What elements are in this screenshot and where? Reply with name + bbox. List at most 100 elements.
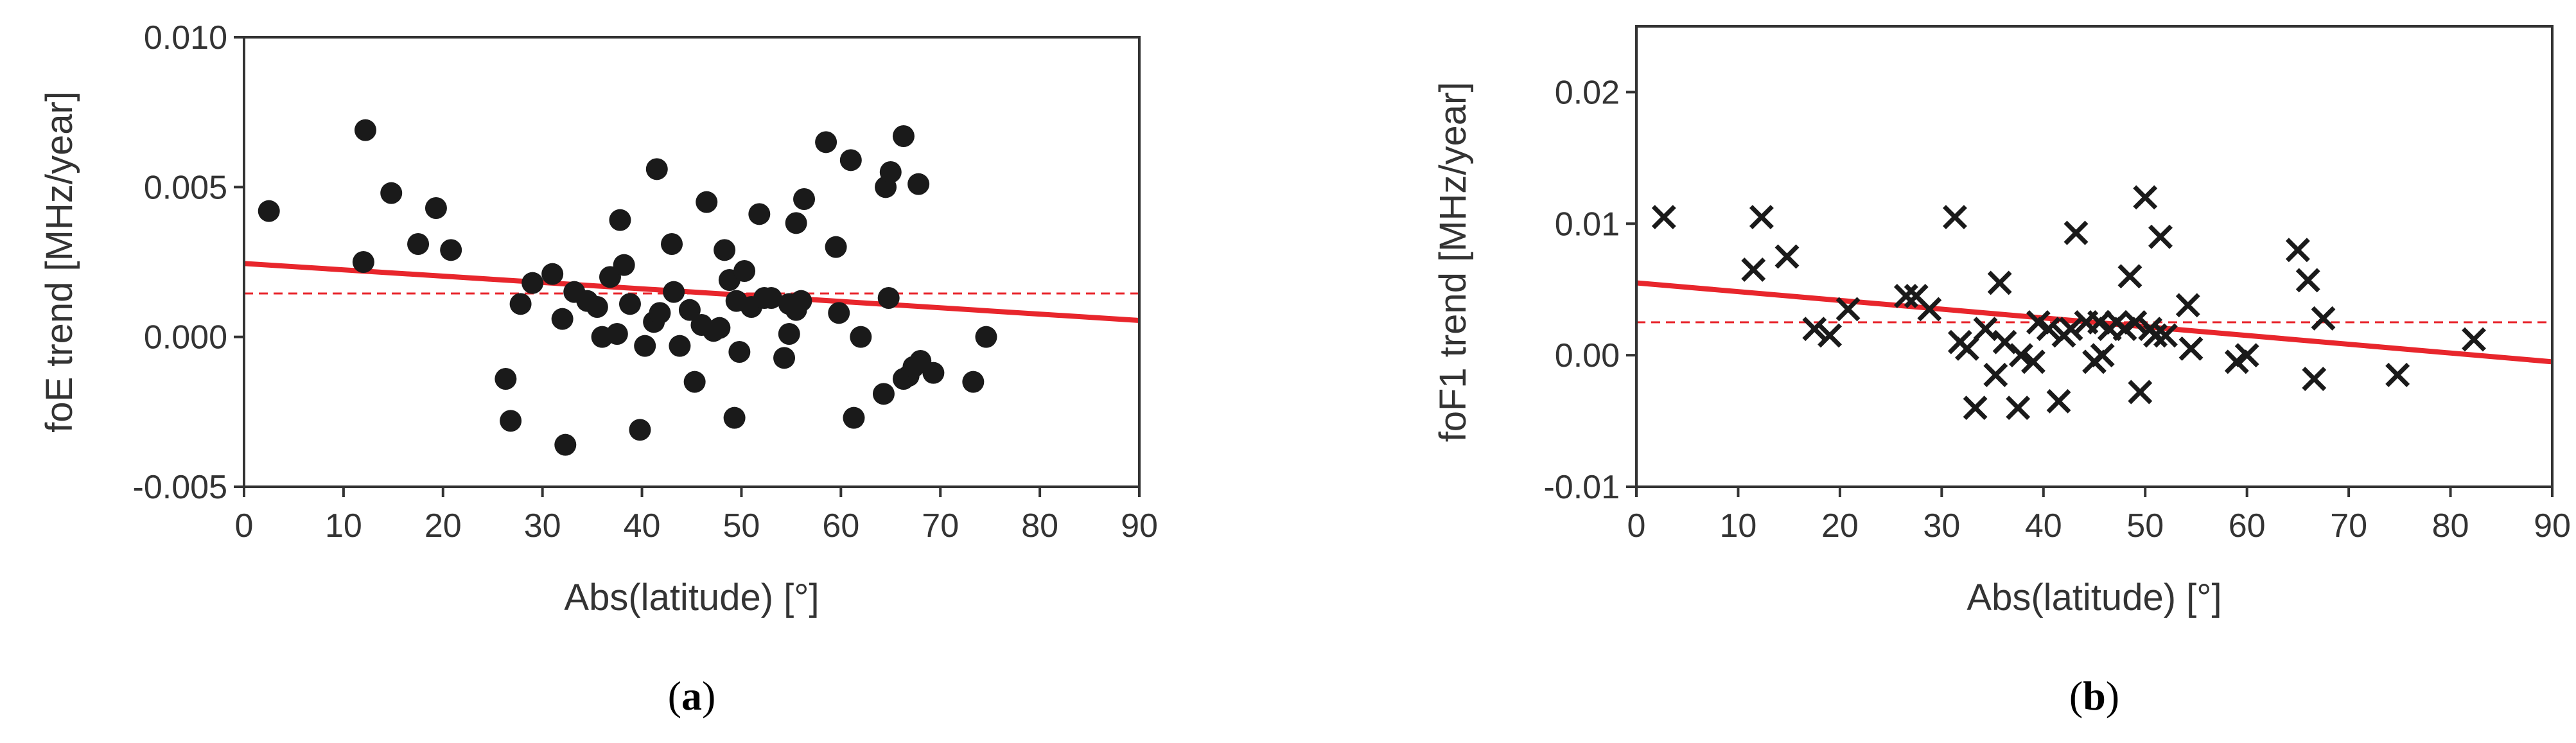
panel-b-data-point	[2090, 343, 2115, 368]
panel-b-x-tick-label: 60	[2229, 507, 2266, 545]
panel-b-x-tick-label: 40	[2025, 507, 2062, 545]
panel-b-data-point	[1983, 362, 2008, 387]
panel-b-data-point	[1963, 396, 1988, 421]
panel-b-x-tick-label: 70	[2330, 507, 2367, 545]
panel-a-data-point	[877, 287, 900, 309]
panel-a-data-point	[975, 326, 997, 348]
panel-a-y-axis-label: foE trend [MHz/year]	[39, 91, 80, 433]
panel-a-data-point	[495, 368, 517, 390]
panel-a-data-point	[634, 335, 656, 357]
panel-b-data-point	[1802, 317, 1827, 342]
panel-a-data-point	[790, 290, 812, 312]
panel-a-data-point	[839, 149, 862, 171]
panel-a-data-point	[509, 293, 532, 315]
panel-a-y-tick-label: -0.005	[133, 469, 227, 506]
panel-a-data-point	[773, 347, 796, 369]
panel-a-data-point	[629, 419, 651, 441]
panel-a-data-point	[907, 173, 930, 195]
panel-b-data-point	[2148, 224, 2173, 249]
panel-a-data-point	[354, 119, 376, 141]
panel-b-x-tick-label: 10	[1720, 507, 1757, 545]
panel-a-data-point	[613, 254, 635, 276]
panel-a-data-point	[521, 272, 544, 294]
panel-a-x-tick-label: 10	[325, 507, 362, 545]
panel-a-data-point	[649, 302, 671, 324]
panel-b-caption-letter: b	[2083, 673, 2106, 719]
panel-a-data-point	[352, 251, 374, 273]
panel-a-x-tick-label: 20	[425, 507, 462, 545]
panel-a-data-point	[728, 341, 751, 363]
panel-b-data-point	[2123, 310, 2148, 335]
panel-a-data-point	[748, 203, 771, 225]
panel-a-data-point	[962, 371, 985, 393]
panel-a-x-tick-label: 70	[922, 507, 959, 545]
panel-b-data-point	[1749, 205, 1774, 229]
panel-b-x-tick-label: 90	[2534, 507, 2571, 545]
panel-a-data-point	[714, 239, 736, 261]
panel-a-data-point	[661, 233, 683, 255]
panel-b-data-point	[2008, 343, 2033, 368]
panel-b-x-axis-label: Abs(latitude) [°]	[1967, 577, 2221, 618]
panel-b-x-tick-label: 30	[1923, 507, 1960, 545]
panel-b-plot-frame	[1635, 25, 2554, 488]
panel-b-data-point	[2112, 317, 2137, 342]
panel-a-data-point	[850, 326, 872, 348]
panel-a-data-point	[678, 299, 701, 321]
panel-b-data-point	[2036, 317, 2061, 342]
panel-a-y-tick-label: 0.010	[144, 19, 227, 57]
panel-a-x-axis-label: Abs(latitude) [°]	[564, 577, 819, 618]
panel-b-data-point	[2175, 293, 2200, 318]
panel-b-data-marks	[1636, 185, 2553, 421]
panel-a-data-point	[440, 239, 462, 261]
panel-a-y-tick-label: 0.005	[144, 169, 227, 206]
panel-b-x-tick-label: 50	[2126, 507, 2164, 545]
panel-a-data-point	[586, 296, 608, 318]
panel-a-ticks: 0 10 20 30 40 50 60 70 80 90 -0.005 0.000 0.005 0.010	[133, 19, 1158, 545]
panel-a-data-point	[541, 263, 564, 285]
panel-b-data-point	[2224, 349, 2249, 374]
panel-a-data-point	[551, 308, 574, 330]
panel-a: 0 10 20 30 40 50 60 70 80 90 -0.005 0.000 0.005 0.010…	[39, 19, 1158, 719]
panel-b-trend-line	[1636, 280, 2553, 365]
panel-a-x-tick-label: 0	[235, 507, 254, 545]
panel-b-data-point	[1651, 205, 1676, 229]
panel-b-data-point	[2285, 238, 2310, 263]
panel-b-y-tick-label: 0.01	[1555, 205, 1620, 243]
panel-b-data-point	[2087, 310, 2112, 335]
panel-a-data-point	[922, 362, 945, 384]
panel-b-caption-close: )	[2106, 673, 2119, 719]
panel-a-caption-close: )	[702, 673, 715, 719]
panel-a-data-point	[785, 212, 807, 234]
panel-a-data-point	[696, 191, 718, 213]
panel-a-plot-frame	[243, 36, 1141, 488]
panel-b-data-point	[2462, 327, 2486, 352]
panel-b-data-point	[2133, 185, 2158, 210]
panel-a-data-marks	[243, 119, 1140, 456]
panel-a-x-tick-label: 50	[723, 507, 760, 545]
panel-b-x-tick-label: 80	[2432, 507, 2469, 545]
panel-a-x-tick-label: 40	[624, 507, 661, 545]
panel-a-x-tick-label: 90	[1121, 507, 1158, 545]
panel-b-data-point	[2026, 310, 2051, 335]
panel-b-data-point	[1836, 297, 1861, 322]
panel-b-y-axis-label: foF1 trend [MHz/year]	[1432, 82, 1474, 442]
panel-a-data-point	[723, 406, 746, 429]
panel-a-caption-open: (	[668, 673, 681, 719]
panel-b-data-point	[2058, 317, 2083, 342]
panel-a-data-point	[825, 236, 847, 258]
panel-a-data-point	[793, 188, 816, 210]
panel-a-data-point	[708, 317, 731, 339]
panel-a-data-point	[683, 371, 706, 393]
panel-a-data-point	[609, 209, 631, 231]
panel-b-data-point	[2178, 336, 2204, 361]
panel-a-data-point	[663, 281, 685, 303]
panel-b-data-point	[2234, 343, 2259, 368]
panel-a-y-tick-label: 0.000	[144, 319, 227, 356]
panel-b-data-point	[1942, 205, 1967, 229]
panel-a-data-point	[500, 410, 522, 432]
panel-a-data-point	[425, 197, 447, 219]
panel-b-data-point	[1973, 317, 1998, 342]
panel-b-data-point	[2385, 362, 2410, 387]
panel-b-data-point	[2063, 220, 2089, 245]
